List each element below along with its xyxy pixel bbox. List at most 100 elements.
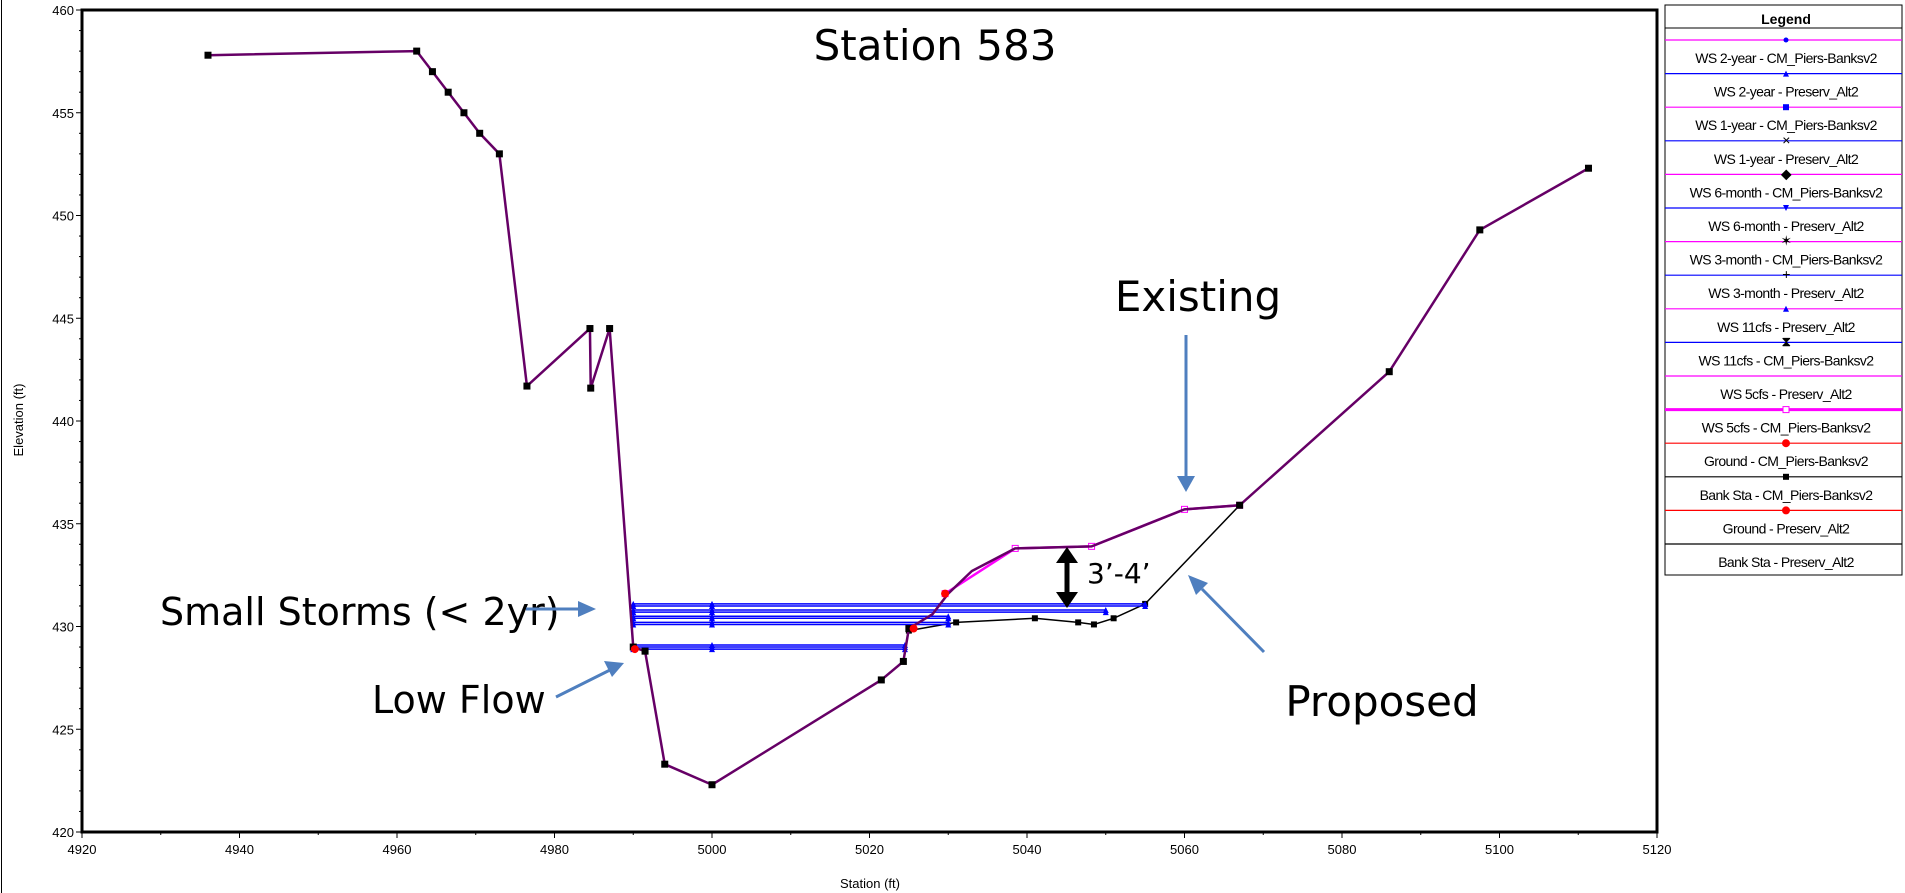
ground-point: [460, 109, 468, 117]
ground-point: [1476, 226, 1484, 234]
x-tick-label: 5100: [1485, 842, 1514, 857]
water-surface-point: [1142, 602, 1149, 609]
ground-point: [877, 676, 885, 684]
proposed-ground-point: [1110, 615, 1117, 622]
legend-box: [1664, 4, 1903, 576]
x-tick-label: 5120: [1643, 842, 1672, 857]
chart-title: Station 583: [814, 21, 1057, 70]
legend-marker: [1783, 473, 1789, 480]
ground-point: [1584, 164, 1592, 172]
legend-items: WS 2-year - CM_Piers-Banksv2 WS 2-year - …: [1665, 37, 1902, 570]
water-surface-point: [709, 609, 715, 616]
water-surface-point: [709, 621, 715, 628]
legend-marker: +: [1782, 266, 1790, 282]
y-tick-label: 450: [52, 209, 74, 224]
y-tick-label: 455: [52, 106, 74, 121]
legend-marker: [1783, 104, 1789, 111]
legend-label: WS 11cfs - Preserv_Alt2: [1717, 319, 1855, 335]
legend-label: Ground - Preserv_Alt2: [1723, 520, 1850, 536]
proposed-ground-point: [1031, 615, 1038, 622]
legend-marker: [1782, 406, 1790, 414]
x-tick-label: 4960: [383, 842, 412, 857]
bank-station-point: [630, 645, 639, 654]
ground-point: [444, 88, 452, 96]
annotation-small-storms: Small Storms (< 2yr): [160, 590, 560, 634]
ground-point: [708, 781, 716, 789]
legend-marker: [1783, 305, 1789, 312]
x-axis-label: Station (ft): [840, 876, 900, 891]
ground-point: [523, 382, 531, 390]
legend-label: WS 5cfs - Preserv_Alt2: [1720, 386, 1852, 402]
data-series-group: [204, 47, 1592, 789]
existing-arrow-head: [1177, 476, 1195, 492]
legend-marker: ×: [1782, 132, 1790, 148]
ground-point: [586, 325, 594, 333]
bank-station-point: [941, 589, 950, 598]
x-tick-label: 5060: [1170, 842, 1199, 857]
ground-point: [1385, 368, 1393, 376]
x-tick-label: 5040: [1013, 842, 1042, 857]
proposed-ground-point: [953, 619, 960, 626]
y-tick-label: 435: [52, 517, 74, 532]
ground-point: [661, 760, 669, 768]
legend-label: WS 2-year - Preserv_Alt2: [1714, 84, 1859, 100]
ground-point: [641, 647, 649, 655]
legend-label: WS 6-month - CM_Piers-Banksv2: [1690, 184, 1883, 200]
ground-point: [413, 47, 421, 55]
legend-label: WS 1-year - Preserv_Alt2: [1714, 151, 1859, 167]
legend-label: WS 3-month - CM_Piers-Banksv2: [1690, 252, 1883, 268]
legend-marker: [1783, 37, 1789, 43]
ground-point: [495, 150, 503, 158]
y-tick-label: 460: [52, 3, 74, 18]
water-surface-point: [709, 646, 715, 653]
y-tick-label: 440: [52, 414, 74, 429]
x-tick-label: 4940: [225, 842, 254, 857]
legend-marker: [1782, 439, 1790, 448]
small-storms-arrow-head: [578, 601, 596, 617]
annotations: Existing Proposed Small Storms (< 2yr) L…: [160, 272, 1479, 726]
annotation-difference: 3’-4’: [1087, 557, 1151, 590]
x-tick-label: 5000: [698, 842, 727, 857]
legend-label: Bank Sta - Preserv_Alt2: [1718, 554, 1854, 570]
y-tick-label: 445: [52, 311, 74, 326]
legend-marker: ◆: [1781, 165, 1792, 181]
proposed-ground-point: [1075, 619, 1082, 626]
ground-point: [587, 384, 595, 392]
water-surface-point: [1102, 609, 1109, 616]
legend-label: Bank Sta - CM_Piers-Banksv2: [1700, 487, 1874, 503]
ground-point: [476, 129, 484, 137]
legend-title: Legend: [1761, 11, 1811, 27]
y-tick-label: 430: [52, 620, 74, 635]
ground-point: [606, 325, 614, 333]
legend-label: WS 6-month - Preserv_Alt2: [1708, 218, 1864, 234]
ground-point: [428, 68, 436, 76]
low-flow-arrow-head: [604, 661, 624, 677]
annotation-existing: Existing: [1115, 272, 1281, 321]
water-surface-point: [945, 615, 952, 622]
difference-arrow-head-down: [1056, 592, 1078, 608]
legend-marker: [1783, 205, 1789, 211]
ground-point: [1236, 501, 1244, 509]
x-tick-label: 5020: [855, 842, 884, 857]
ground-point: [204, 51, 212, 59]
legend-marker: ⧗: [1781, 333, 1790, 349]
legend-label: WS 3-month - Preserv_Alt2: [1708, 285, 1864, 301]
low-flow-arrow-shaft: [555, 668, 611, 699]
legend-label: WS 2-year - CM_Piers-Banksv2: [1695, 50, 1877, 66]
existing-ground-line: [207, 49, 1590, 787]
ground-point: [899, 657, 907, 665]
legend-label: WS 5cfs - CM_Piers-Banksv2: [1702, 420, 1872, 436]
legend-label: WS 11cfs - CM_Piers-Banksv2: [1699, 352, 1875, 368]
legend-marker: [1783, 70, 1789, 77]
y-tick-label: 425: [52, 722, 74, 737]
legend-label: WS 1-year - CM_Piers-Banksv2: [1695, 117, 1877, 133]
legend-marker: [1782, 506, 1790, 515]
bank-station-point: [909, 624, 918, 633]
y-tick-label: 420: [52, 825, 74, 840]
x-tick-label: 4980: [540, 842, 569, 857]
annotation-low-flow: Low Flow: [372, 678, 546, 722]
ground-point: [905, 625, 913, 633]
